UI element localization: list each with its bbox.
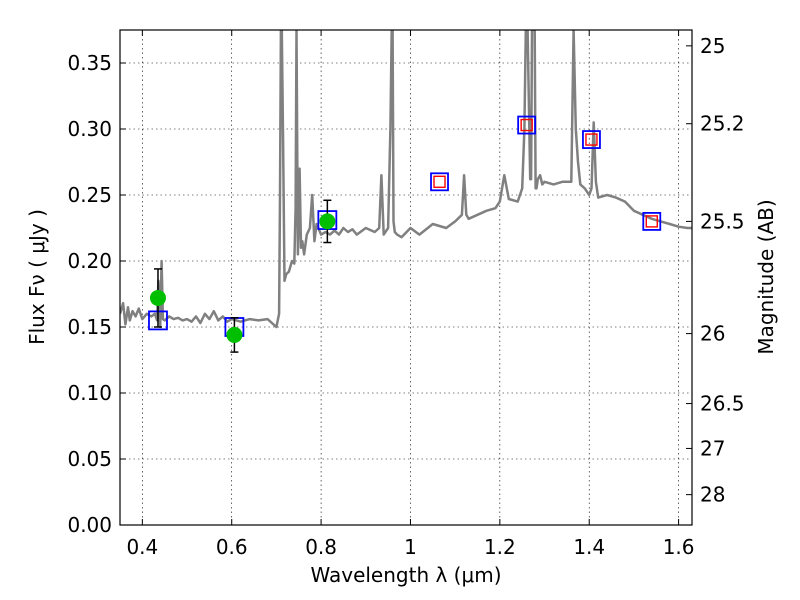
observed-point [319, 213, 336, 230]
x-tick-label: 0.4 [126, 535, 158, 559]
x-tick-label: 1.2 [484, 535, 516, 559]
right-tick-label: 28 [700, 483, 725, 507]
x-tick-label: 1.4 [573, 535, 605, 559]
x-axis-label: Wavelength λ (μm) [310, 563, 501, 587]
model-square-inner [585, 133, 598, 146]
model-square-outer [430, 172, 449, 192]
y-tick-label: 0.05 [67, 447, 112, 471]
x-tick-label: 0.6 [216, 535, 248, 559]
x-tick-label: 1 [404, 535, 417, 559]
right-tick-label: 25 [700, 34, 725, 58]
model-square-outer [582, 130, 601, 149]
right-tick-label: 26 [700, 322, 725, 346]
plot-frame [119, 29, 693, 526]
grid-layer [120, 30, 692, 526]
y-tick-label: 0.00 [67, 513, 112, 537]
right-tick-label: 25.5 [700, 209, 745, 233]
x-tick-label: 0.8 [305, 535, 337, 559]
right-tick-label: 27 [700, 436, 725, 460]
y-tick-label: 0.30 [67, 117, 112, 141]
model-square-outer [642, 211, 662, 231]
ticks-layer: 0.4 0.6 0.8 1 1.2 1.4 1.6 0.00 0.05 0.10 0.15 0.20 0… [67, 30, 745, 559]
plot-layer [120, 30, 692, 353]
observed-point [149, 289, 166, 306]
model-square-inner [433, 175, 446, 189]
x-tick-label: 1.6 [663, 535, 695, 559]
observed-point [226, 326, 243, 343]
model-square-inner [520, 118, 533, 132]
model-square-inner [645, 215, 658, 228]
spectrum-line [120, 30, 692, 329]
right-tick-label: 26.5 [700, 392, 745, 416]
y-tick-label: 0.15 [67, 315, 112, 339]
right-axis-label: Magnitude (AB) [754, 199, 778, 354]
right-tick-label: 25.2 [700, 112, 745, 136]
y-tick-label: 0.25 [67, 183, 112, 207]
y-axis-label: Flux Fν ( μJy ) [25, 209, 49, 345]
model-square-outer [517, 115, 537, 135]
y-tick-label: 0.20 [67, 249, 112, 273]
y-tick-label: 0.10 [67, 381, 112, 405]
y-tick-label: 0.35 [67, 51, 112, 75]
